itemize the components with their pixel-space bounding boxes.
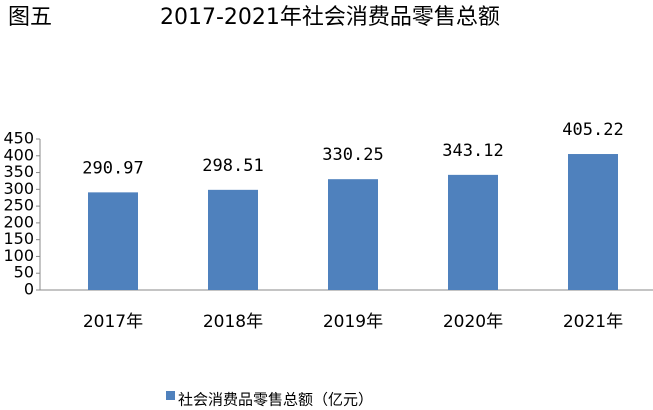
figure-label: 图五 <box>8 5 52 30</box>
y-tick-label: 250 <box>3 196 34 215</box>
y-tick-label: 450 <box>3 129 34 148</box>
bar <box>568 154 618 290</box>
x-tick-label: 2021年 <box>563 312 623 332</box>
value-label: 405.22 <box>562 120 623 140</box>
y-tick-label: 150 <box>3 229 34 248</box>
value-label: 290.97 <box>82 158 143 178</box>
chart-title: 2017-2021年社会消费品零售总额 <box>160 5 500 30</box>
y-tick-label: 350 <box>3 162 34 181</box>
bar <box>448 174 498 290</box>
value-label: 298.51 <box>202 156 263 176</box>
value-label: 330.25 <box>322 145 383 165</box>
x-tick-label: 2017年 <box>83 312 143 332</box>
bar <box>328 179 378 290</box>
y-tick-label: 100 <box>3 246 34 265</box>
x-tick-label: 2020年 <box>443 312 503 332</box>
y-tick-label: 300 <box>3 179 34 198</box>
bar <box>208 189 258 290</box>
value-label: 343.12 <box>442 141 503 161</box>
legend-label: 社会消费品零售总额（亿元） <box>178 391 373 409</box>
bar <box>88 192 138 290</box>
legend-swatch <box>166 391 175 400</box>
y-tick-label: 50 <box>14 263 34 282</box>
y-tick-label: 0 <box>24 280 34 299</box>
y-tick-label: 200 <box>3 212 34 231</box>
x-tick-label: 2018年 <box>203 312 263 332</box>
y-tick-label: 400 <box>3 145 34 164</box>
x-tick-label: 2019年 <box>323 312 383 332</box>
